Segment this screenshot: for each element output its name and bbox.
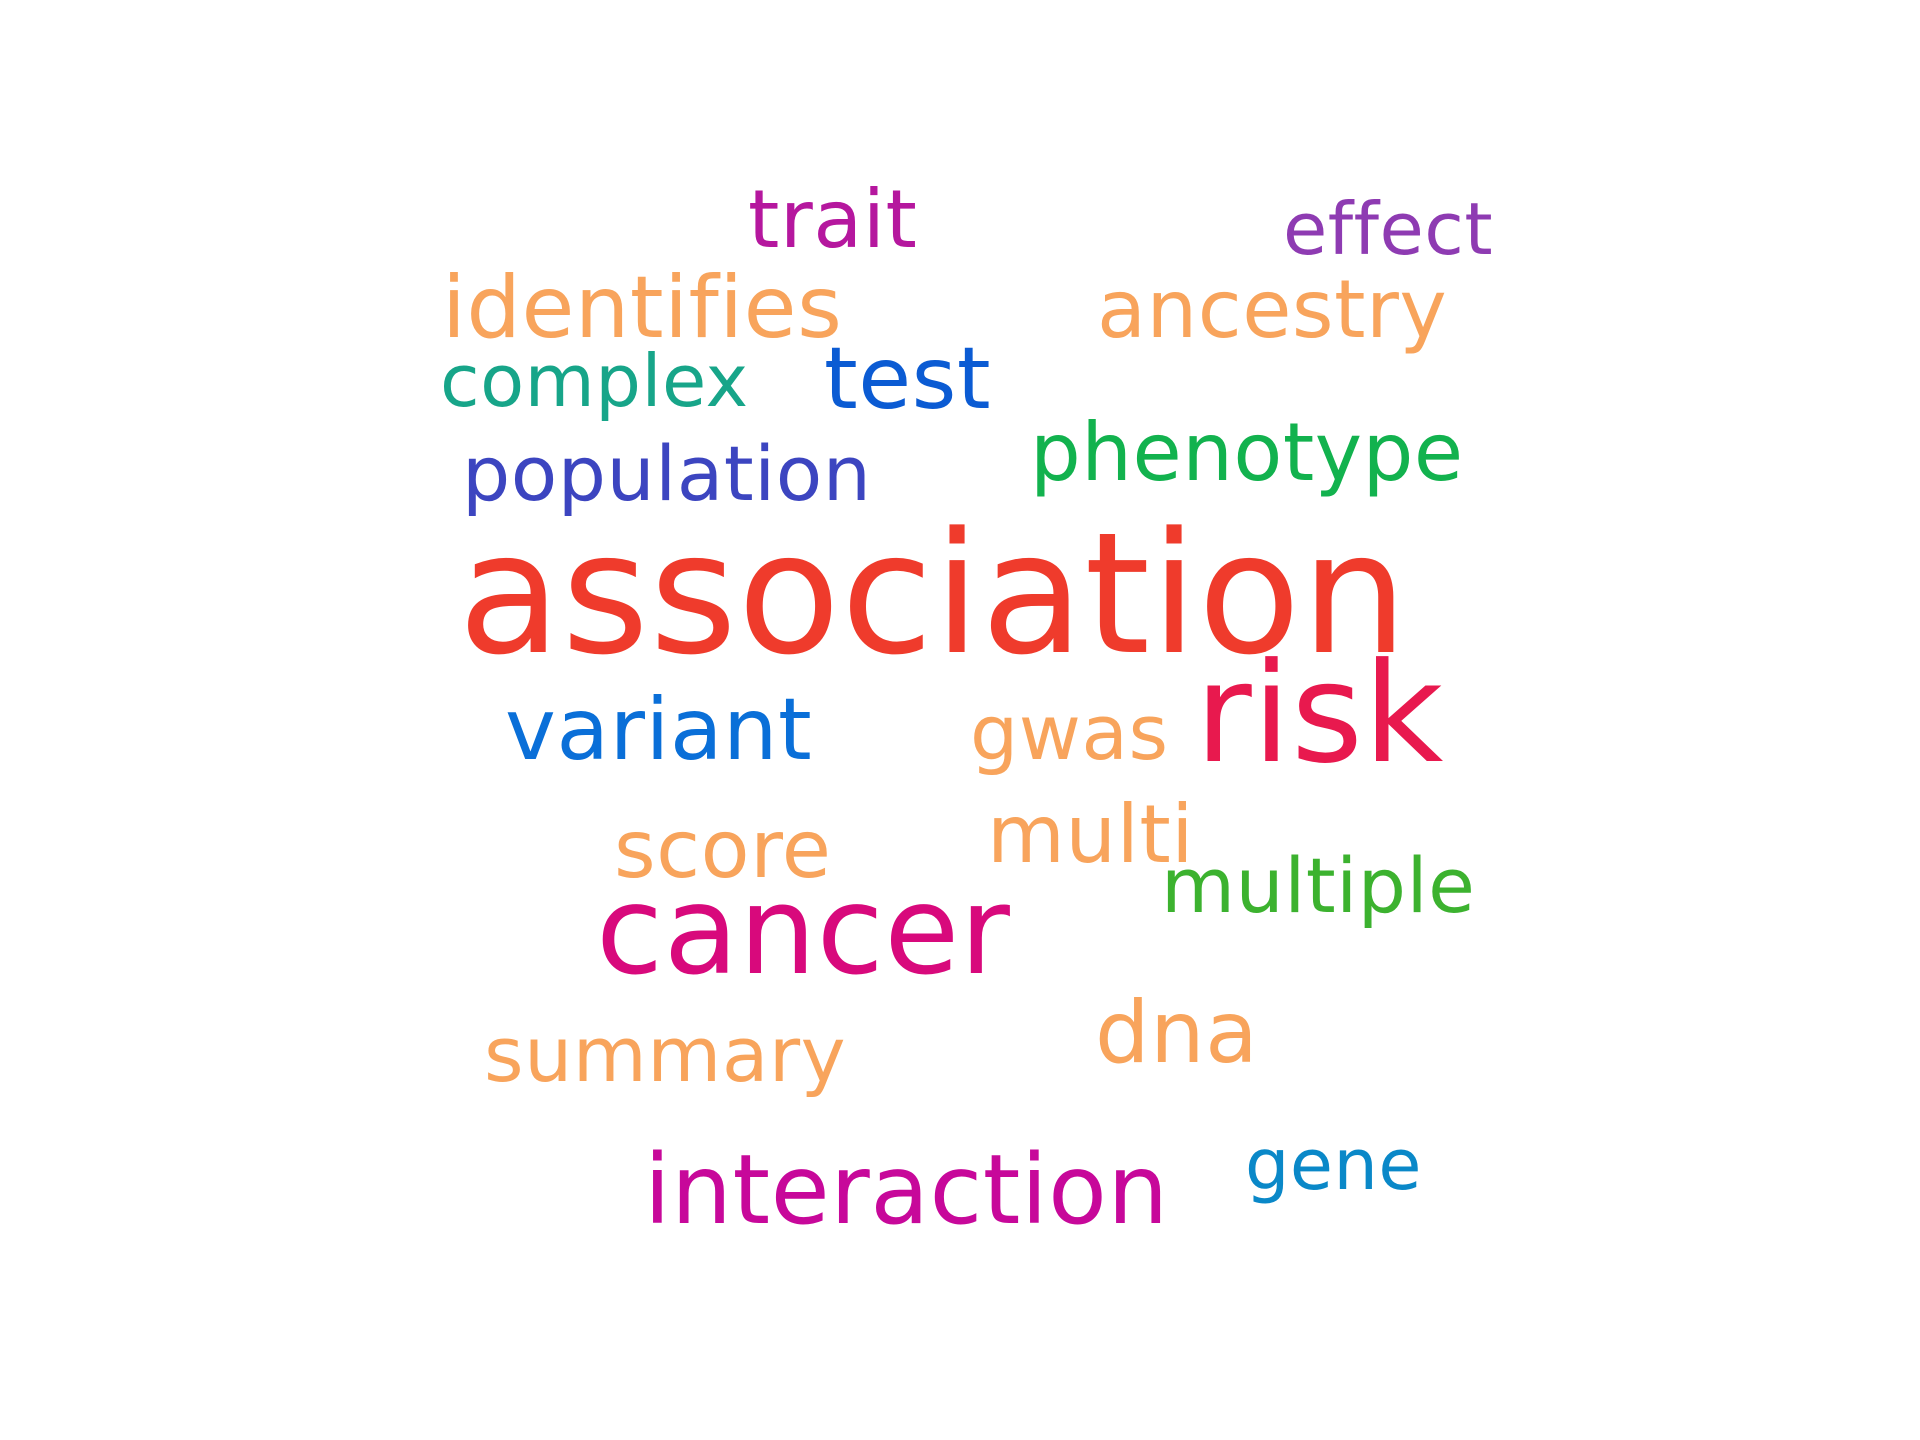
word-ancestry: ancestry: [1097, 263, 1448, 356]
word-interaction: interaction: [644, 1134, 1169, 1246]
word-gwas: gwas: [970, 688, 1169, 777]
word-phenotype: phenotype: [1030, 406, 1464, 499]
word-multiple: multiple: [1161, 841, 1476, 930]
word-score: score: [614, 803, 832, 896]
word-summary: summary: [484, 1010, 847, 1099]
word-effect: effect: [1283, 187, 1494, 271]
word-variant: variant: [505, 680, 813, 780]
word-multi: multi: [987, 788, 1194, 881]
word-gene: gene: [1245, 1124, 1422, 1206]
word-population: population: [462, 429, 872, 518]
word-identifies: identifies: [442, 258, 843, 358]
word-association: association: [458, 496, 1409, 692]
word-cancer: cancer: [596, 860, 1011, 1002]
word-test: test: [824, 329, 992, 429]
word-trait: trait: [748, 173, 918, 266]
word-complex: complex: [440, 339, 749, 423]
word-dna: dna: [1095, 983, 1259, 1083]
word-risk: risk: [1195, 633, 1444, 794]
